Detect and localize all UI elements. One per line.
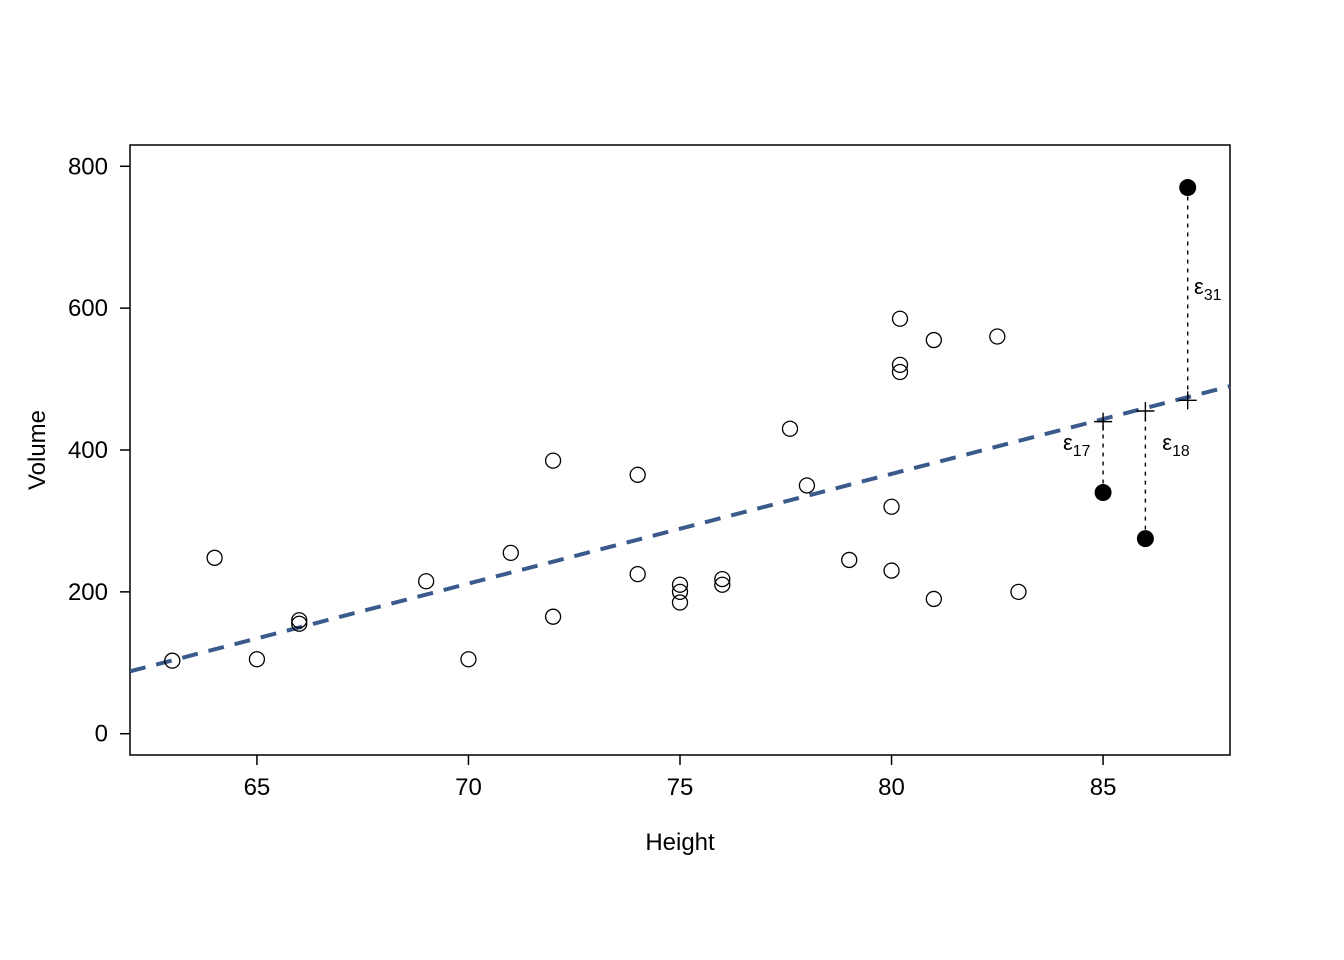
x-tick-label: 70 (455, 774, 482, 801)
scatter-chart: 65707580850200400600800HeightVolumeε31ε1… (0, 0, 1344, 960)
y-tick-label: 800 (68, 153, 108, 180)
x-axis-label: Height (645, 829, 715, 856)
x-tick-label: 85 (1090, 774, 1117, 801)
y-axis-label: Volume (24, 410, 51, 490)
x-tick-label: 80 (878, 774, 905, 801)
y-tick-label: 200 (68, 579, 108, 606)
x-tick-label: 75 (667, 774, 694, 801)
y-tick-label: 600 (68, 295, 108, 322)
y-tick-label: 0 (95, 721, 108, 748)
y-tick-label: 400 (68, 437, 108, 464)
data-point-highlight (1095, 484, 1112, 501)
chart-svg: 65707580850200400600800HeightVolumeε31ε1… (0, 0, 1344, 960)
x-tick-label: 65 (244, 774, 271, 801)
data-point-highlight (1137, 530, 1154, 547)
data-point-highlight (1179, 179, 1196, 196)
